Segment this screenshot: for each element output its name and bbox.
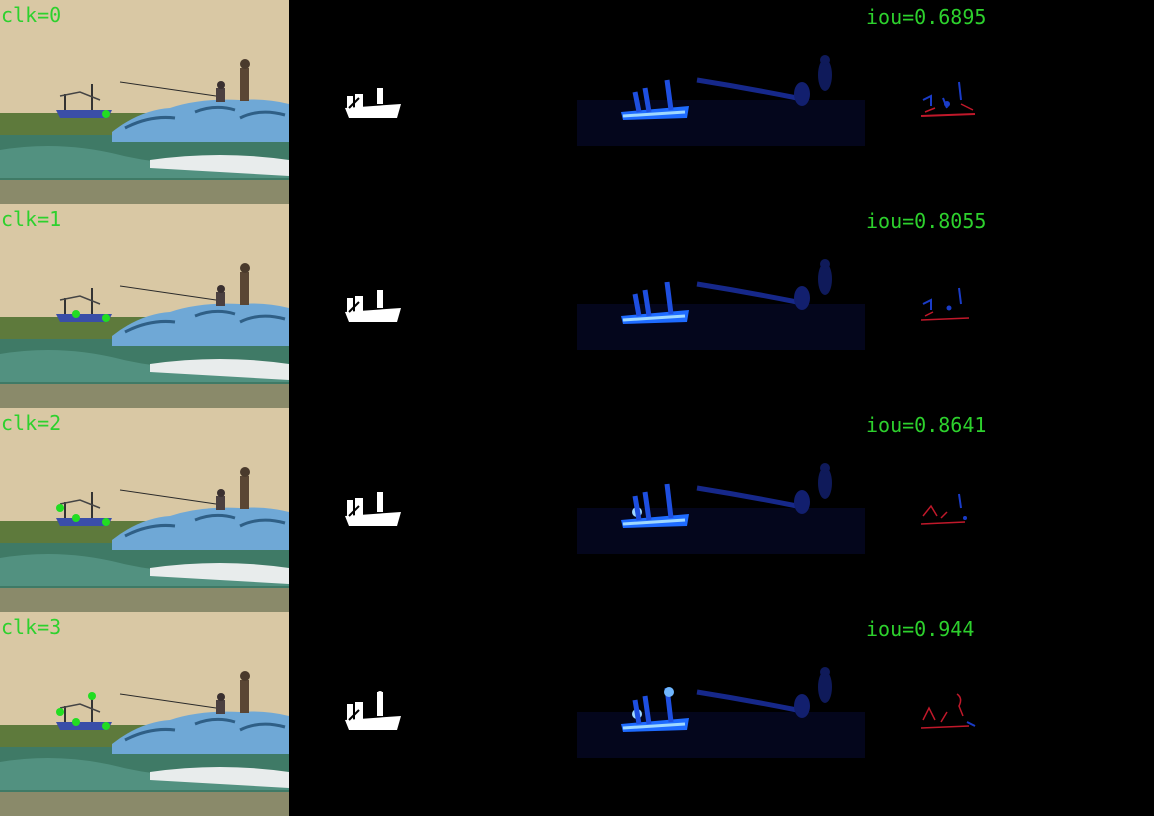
click-count-label: clk=1: [1, 207, 62, 231]
error-map: [865, 0, 1154, 204]
iou-score-label: iou=0.8641: [866, 413, 987, 437]
probability-heatmap: [577, 204, 865, 408]
click-count-label: clk=2: [1, 411, 62, 435]
predicted-mask: [289, 612, 577, 816]
input-photo: [0, 0, 289, 204]
predicted-mask: [289, 408, 577, 612]
result-row-1: clk=1 iou=0.8055: [0, 204, 1154, 408]
predicted-mask: [289, 0, 577, 204]
probability-heatmap: [577, 0, 865, 204]
predicted-mask: [289, 204, 577, 408]
result-row-0: clk=0 iou=0.6895: [0, 0, 1154, 204]
result-row-3: clk=3 iou=0.944: [0, 612, 1154, 816]
iou-score-label: iou=0.8055: [866, 209, 987, 233]
click-count-label: clk=3: [1, 615, 62, 639]
probability-heatmap: [577, 408, 865, 612]
iou-score-label: iou=0.6895: [866, 5, 987, 29]
input-photo: [0, 612, 289, 816]
probability-heatmap: [577, 612, 865, 816]
input-photo: [0, 408, 289, 612]
input-photo: [0, 204, 289, 408]
error-map: [865, 612, 1154, 816]
error-map: [865, 408, 1154, 612]
iou-score-label: iou=0.944: [866, 617, 975, 641]
click-count-label: clk=0: [1, 3, 62, 27]
error-map: [865, 204, 1154, 408]
result-row-2: clk=2 iou=0.8641: [0, 408, 1154, 612]
